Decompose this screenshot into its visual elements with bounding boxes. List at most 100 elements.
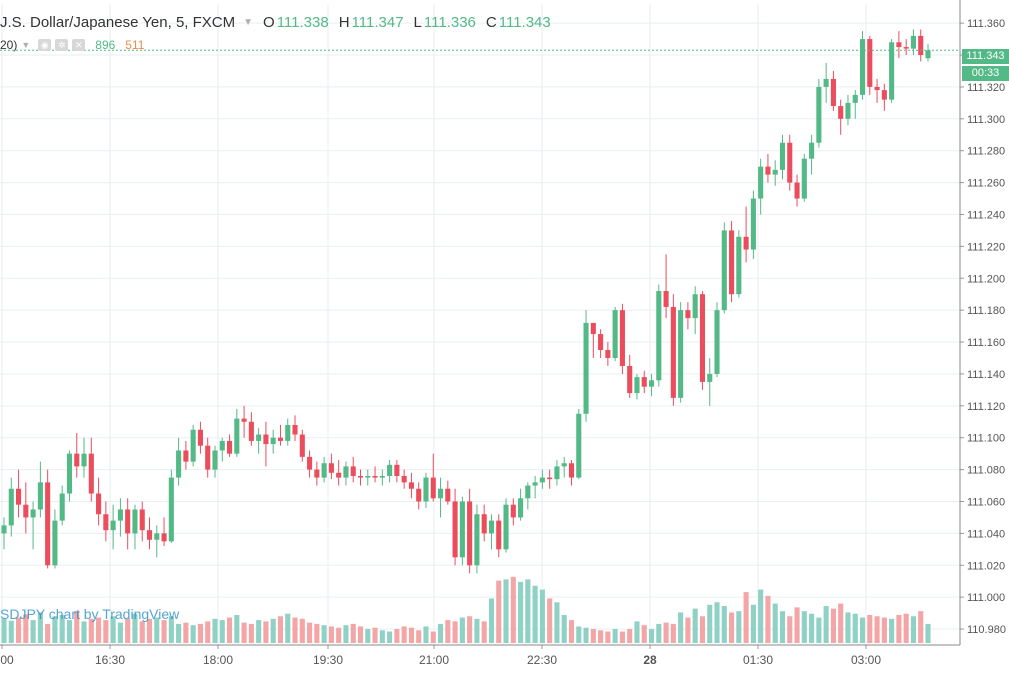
volume-bar <box>292 617 298 643</box>
y-tick-label: 111.100 <box>967 433 1005 445</box>
candle-body <box>401 475 407 483</box>
volume-bar <box>336 627 342 643</box>
candle-body <box>357 475 364 478</box>
chevron-down-icon[interactable]: ▼ <box>21 40 31 50</box>
volume-bar <box>568 620 575 643</box>
volume-bar <box>219 620 225 643</box>
volume-bar <box>168 616 174 643</box>
volume-bar <box>234 615 240 643</box>
low-value: 111.336 <box>423 13 476 31</box>
candle-body <box>212 450 218 470</box>
candle-body <box>205 445 211 470</box>
candle-body <box>1 525 7 534</box>
candle-body <box>656 291 662 381</box>
volume-bar <box>678 612 684 643</box>
y-tick-label: 111.240 <box>967 209 1005 221</box>
candle-body <box>830 78 836 107</box>
eye-icon[interactable]: ◉ <box>38 39 52 51</box>
volume-bar <box>532 585 538 643</box>
candle-body <box>190 429 196 462</box>
volume-bar <box>721 606 727 643</box>
volume-bar <box>226 617 233 643</box>
candle-body <box>110 520 116 531</box>
volume-bar <box>729 612 735 643</box>
volume-bar <box>197 623 203 643</box>
volume-bar <box>430 631 436 643</box>
volume-bar <box>379 630 385 643</box>
volume-down-value: 511 <box>125 38 145 52</box>
volume-bar <box>925 623 931 643</box>
volume-bar <box>45 623 51 643</box>
candle-body <box>408 482 414 489</box>
volume-bar <box>103 620 109 643</box>
y-tick-label: 111.300 <box>967 114 1005 126</box>
volume-bar <box>648 629 655 643</box>
candle-body <box>307 456 313 470</box>
volume-bar <box>867 615 873 643</box>
chevron-down-icon[interactable]: ▼ <box>243 16 254 28</box>
volume-bar <box>801 611 807 643</box>
y-tick-label: 111.200 <box>967 273 1005 285</box>
volume-bar <box>539 589 545 643</box>
candle-body <box>881 90 887 100</box>
candle-body <box>125 509 131 534</box>
candle-body <box>343 466 349 478</box>
volume-bar <box>452 621 458 643</box>
candle-body <box>226 440 233 454</box>
volume-bar <box>772 603 778 643</box>
chart-legend: J.S. Dollar/Japanese Yen, 5, FXCM ▼ O 11… <box>0 12 561 32</box>
candle-body <box>474 514 480 566</box>
candle-body <box>568 463 575 478</box>
volume-bar <box>889 618 895 643</box>
candle-body <box>547 477 553 480</box>
candle-body <box>139 509 145 531</box>
volume-bar <box>401 626 407 643</box>
volume-bar <box>736 611 742 643</box>
volume-bar <box>125 618 131 643</box>
symbol-title[interactable]: J.S. Dollar/Japanese Yen, 5, FXCM <box>0 13 236 31</box>
low-key: L <box>413 13 422 31</box>
volume-bar <box>852 613 858 643</box>
volume-bar <box>37 612 43 643</box>
open-value: 111.338 <box>276 13 329 31</box>
volume-bar <box>685 617 691 643</box>
volume-bar <box>423 626 429 643</box>
watermark[interactable]: SDJPY chart by TradingView <box>0 606 180 622</box>
volume-bar <box>619 631 625 643</box>
gear-icon[interactable]: ✲ <box>55 39 69 51</box>
x-tick-label: 01:30 <box>743 653 773 667</box>
volume-bar <box>699 616 706 643</box>
volume-bar <box>583 627 589 643</box>
y-tick-label: 111.080 <box>967 465 1005 477</box>
candle-body <box>910 35 916 49</box>
candle-body <box>234 418 240 454</box>
candle-body <box>648 380 655 387</box>
y-tick-label: 111.140 <box>967 369 1005 381</box>
x-tick-label: 5:00 <box>0 653 14 667</box>
volume-bar <box>525 579 531 643</box>
candle-body <box>612 310 618 358</box>
candle-body <box>59 493 65 521</box>
volume-bar <box>30 620 36 643</box>
volume-bar <box>176 623 182 643</box>
volume-bar <box>23 614 29 643</box>
volume-bar <box>823 606 829 643</box>
x-tick-label: 03:00 <box>851 653 881 667</box>
volume-bar <box>132 613 138 643</box>
last-price-tag: 111.343 <box>962 49 1009 64</box>
candle-body <box>903 47 909 49</box>
volume-bar <box>656 623 662 643</box>
volume-bar <box>903 613 909 643</box>
volume-bar <box>663 622 669 643</box>
candle-body <box>146 530 153 540</box>
volume-bar <box>488 598 495 643</box>
volume-bar <box>896 615 902 643</box>
candle-body <box>845 102 851 119</box>
volume-bar <box>394 629 400 643</box>
close-icon[interactable]: ✕ <box>72 39 86 51</box>
candle-body <box>197 429 203 446</box>
volume-bar <box>66 620 73 643</box>
candle-body <box>554 466 560 480</box>
candle-body <box>874 86 880 91</box>
